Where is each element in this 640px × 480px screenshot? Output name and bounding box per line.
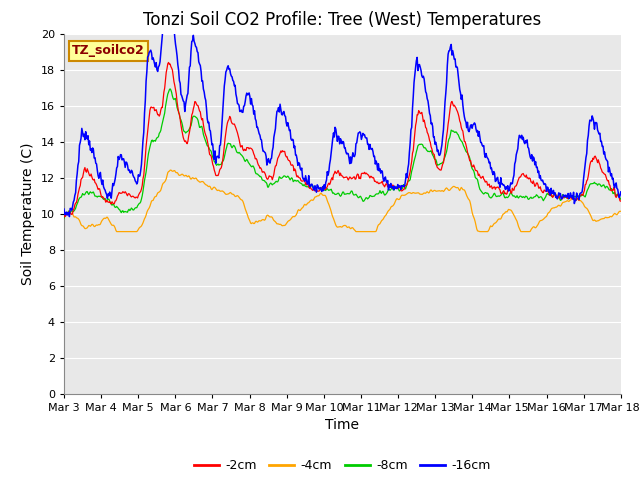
Title: Tonzi Soil CO2 Profile: Tree (West) Temperatures: Tonzi Soil CO2 Profile: Tree (West) Temp… — [143, 11, 541, 29]
Legend: -2cm, -4cm, -8cm, -16cm: -2cm, -4cm, -8cm, -16cm — [189, 455, 495, 477]
Y-axis label: Soil Temperature (C): Soil Temperature (C) — [21, 143, 35, 285]
Text: TZ_soilco2: TZ_soilco2 — [72, 44, 145, 58]
X-axis label: Time: Time — [325, 418, 360, 432]
